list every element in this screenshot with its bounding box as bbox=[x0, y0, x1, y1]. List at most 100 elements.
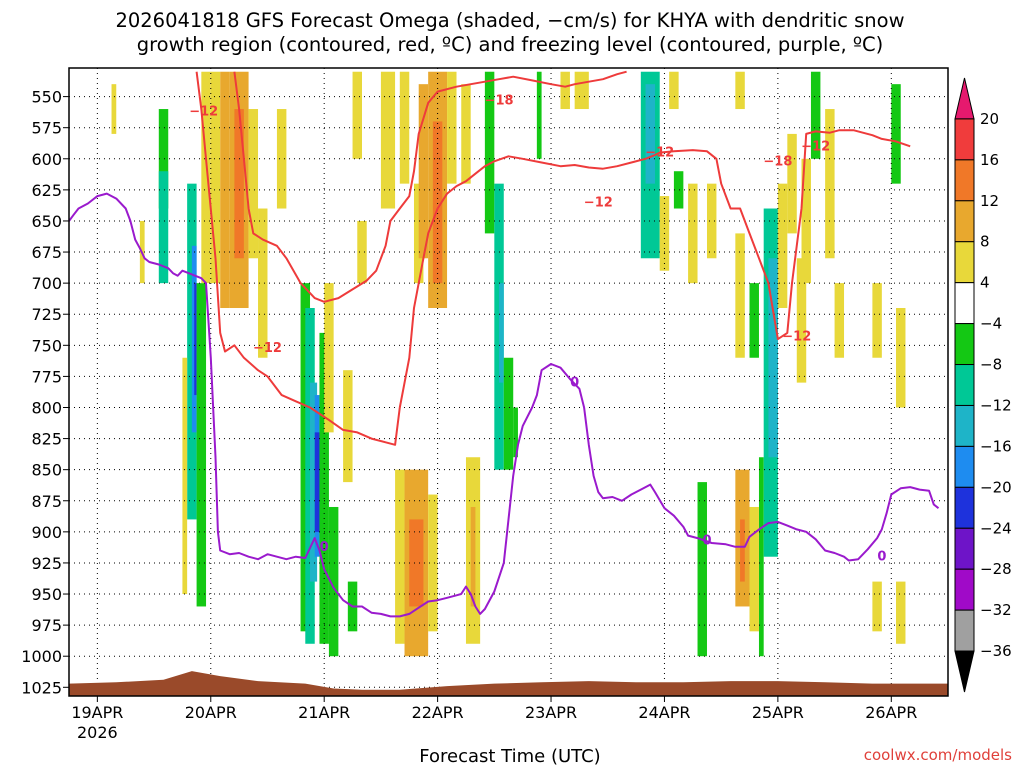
x-tick-label-24APR: 24APR bbox=[638, 703, 690, 722]
omega-cell-18 bbox=[305, 308, 315, 644]
y-tick-label-625: 625 bbox=[31, 181, 62, 200]
omega-cell-53 bbox=[669, 71, 679, 110]
title-line-2: growth region (contoured, red, ºC) and f… bbox=[137, 33, 884, 56]
omega-cell-58 bbox=[697, 482, 707, 657]
omega-cell-59 bbox=[735, 71, 745, 110]
contour-label-1: −18 bbox=[485, 93, 514, 108]
omega-cell-21 bbox=[314, 432, 320, 532]
y-tick-label-1000: 1000 bbox=[21, 647, 62, 666]
omega-cell-4 bbox=[194, 283, 197, 396]
x-axis-title: Forecast Time (UTC) bbox=[419, 746, 600, 767]
colorbar-swatch-5 bbox=[954, 282, 975, 325]
x-tick-label-21APR: 21APR bbox=[298, 703, 350, 722]
omega-cell-37 bbox=[395, 469, 405, 644]
omega-cell-44 bbox=[494, 183, 504, 470]
omega-cell-52 bbox=[645, 84, 655, 184]
omega-cell-5 bbox=[196, 283, 207, 607]
omega-cell-16 bbox=[276, 109, 287, 209]
title-line-1: 2026041818 GFS Forecast Omega (shaded, −… bbox=[115, 9, 904, 32]
omega-cell-57 bbox=[706, 183, 717, 259]
omega-cell-35 bbox=[447, 71, 457, 184]
watermark: coolwx.com/models bbox=[864, 746, 1012, 764]
y-tick-label-950: 950 bbox=[31, 585, 62, 604]
y-tick-label-775: 775 bbox=[31, 367, 62, 386]
y-tick-label-875: 875 bbox=[31, 492, 62, 511]
y-tick-label-750: 750 bbox=[31, 336, 62, 355]
contour-label-5: −12 bbox=[801, 139, 830, 154]
omega-cell-25 bbox=[324, 283, 334, 433]
omega-cell-8 bbox=[210, 71, 221, 284]
omega-cell-1 bbox=[158, 171, 169, 284]
omega-cell-48 bbox=[536, 71, 542, 159]
omega-cell-75 bbox=[872, 283, 882, 358]
omega-cell-40 bbox=[428, 494, 438, 632]
y-tick-label-825: 825 bbox=[31, 430, 62, 449]
omega-cell-23 bbox=[328, 506, 339, 657]
colorbar-swatch-1 bbox=[954, 118, 975, 161]
omega-cell-34 bbox=[432, 121, 443, 284]
plot-area: −12 −18 −12 −18 −12 −12 −12 −12 0 0 0 0 bbox=[68, 67, 949, 697]
colorbar-label-13: −36 bbox=[980, 642, 1012, 660]
omega-cell-46 bbox=[503, 357, 514, 470]
y-tick-label-925: 925 bbox=[31, 554, 62, 573]
omega-cell-64 bbox=[740, 519, 745, 582]
colorbar-label-2: 12 bbox=[980, 192, 999, 210]
colorbar-label-3: 8 bbox=[980, 233, 990, 251]
colorbar-swatch-6 bbox=[954, 323, 975, 366]
colorbar-label-7: −12 bbox=[980, 396, 1012, 414]
colorbar-swatch-3 bbox=[954, 200, 975, 243]
omega-cell-65 bbox=[749, 506, 759, 632]
colorbar-label-10: −24 bbox=[980, 519, 1012, 537]
omega-cell-74 bbox=[834, 283, 845, 358]
x-tick-label-26APR: 26APR bbox=[865, 703, 917, 722]
y-tick-label-800: 800 bbox=[31, 398, 62, 417]
colorbar: 20 16 12 8 4 −4 −8 −12 −16 −20 −24 −28 −32 −36 bbox=[954, 77, 1012, 693]
colorbar-label-9: −20 bbox=[980, 478, 1012, 496]
omega-cell-45 bbox=[499, 283, 504, 383]
plot-frame bbox=[68, 67, 949, 697]
omega-cell-32 bbox=[418, 84, 429, 259]
omega-cell-70 bbox=[796, 258, 807, 383]
omega-cell-56 bbox=[688, 183, 698, 284]
colorbar-swatch-9 bbox=[954, 445, 975, 488]
colorbar-label-0: 20 bbox=[980, 110, 999, 128]
contour-label-4: −12 bbox=[584, 195, 613, 210]
x-tick-sub-19APR: 2026 bbox=[77, 723, 118, 742]
omega-cell-36 bbox=[461, 84, 471, 184]
x-tick-label-19APR: 19APR bbox=[71, 703, 123, 722]
omega-cell-13 bbox=[258, 208, 268, 358]
omega-cell-6 bbox=[182, 357, 188, 595]
omega-cell-60 bbox=[735, 233, 745, 358]
terrain bbox=[69, 671, 948, 696]
colorbar-swatch-8 bbox=[954, 404, 975, 447]
omega-cell-29 bbox=[380, 71, 396, 209]
plot-inner: −12 −18 −12 −18 −12 −12 −12 −12 0 0 0 0 bbox=[69, 68, 948, 696]
omega-cell-19 bbox=[310, 382, 318, 582]
omega-cell-54 bbox=[673, 171, 684, 209]
y-tick-label-975: 975 bbox=[31, 616, 62, 635]
colorbar-label-5: −4 bbox=[980, 315, 1002, 333]
omega-cell-39 bbox=[409, 519, 424, 607]
omega-cell-0 bbox=[158, 109, 169, 209]
contour-label-3: −18 bbox=[763, 154, 792, 169]
omega-cell-12 bbox=[248, 109, 259, 259]
colorbar-swatch-13 bbox=[954, 609, 975, 652]
omega-cell-11 bbox=[234, 109, 244, 259]
x-tick-label-23APR: 23APR bbox=[525, 703, 577, 722]
colorbar-label-12: −32 bbox=[980, 601, 1012, 619]
omega-cell-7 bbox=[201, 71, 211, 284]
contour-dgz-upper bbox=[195, 71, 911, 446]
y-tick-label-675: 675 bbox=[31, 243, 62, 262]
y-tick-label-850: 850 bbox=[31, 461, 62, 480]
omega-cell-15 bbox=[111, 84, 117, 134]
omega-cell-50 bbox=[574, 71, 589, 110]
omega-cell-67 bbox=[768, 258, 778, 458]
colorbar-swatch-2 bbox=[954, 159, 975, 202]
y-tick-label-1025: 1025 bbox=[21, 678, 62, 697]
omega-cell-49 bbox=[560, 71, 570, 110]
x-tick-label-25APR: 25APR bbox=[752, 703, 804, 722]
omega-cell-27 bbox=[352, 71, 362, 159]
contour-freezing-level bbox=[69, 192, 940, 618]
x-tick-label-20APR: 20APR bbox=[185, 703, 237, 722]
